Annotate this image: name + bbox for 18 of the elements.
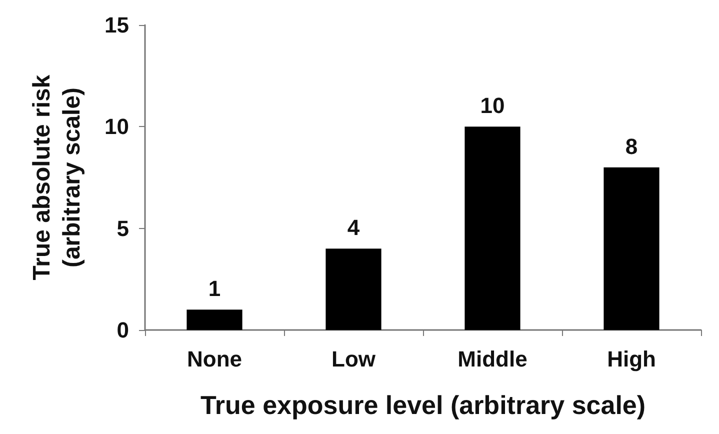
data-label: 1 bbox=[208, 276, 221, 302]
y-tick-label: 15 bbox=[104, 12, 129, 38]
x-tick-label: High bbox=[607, 346, 656, 372]
bar bbox=[464, 126, 520, 330]
x-tick-label: None bbox=[187, 346, 242, 372]
bar bbox=[186, 310, 242, 330]
bar bbox=[326, 248, 382, 330]
x-axis-title: True exposure level (arbitrary scale) bbox=[200, 390, 646, 420]
data-label: 8 bbox=[625, 134, 638, 159]
data-label: 4 bbox=[347, 215, 360, 240]
y-tick-label: 0 bbox=[116, 318, 129, 342]
x-tick-label: Middle bbox=[458, 346, 528, 372]
data-label: 10 bbox=[480, 93, 505, 118]
x-tick-label: Low bbox=[332, 346, 376, 372]
y-tick-label: 10 bbox=[104, 114, 129, 140]
bar bbox=[604, 167, 660, 330]
y-tick-label: 5 bbox=[116, 216, 129, 241]
y-axis-title: True absolute risk (arbitrary scale) bbox=[28, 74, 86, 280]
